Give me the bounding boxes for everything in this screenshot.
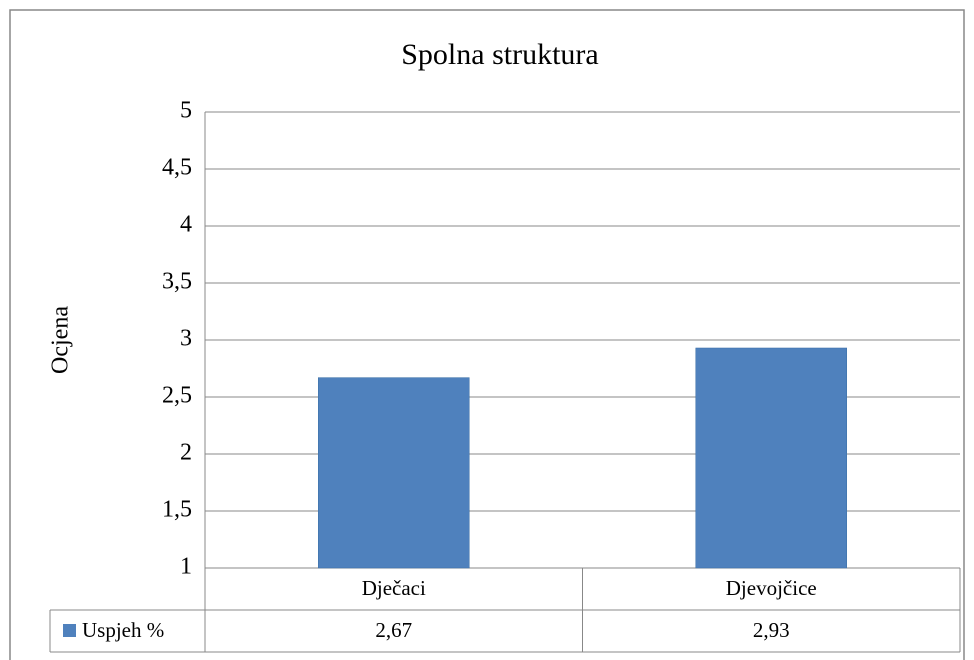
table-value: 2,93 bbox=[753, 618, 790, 642]
y-tick-label: 3,5 bbox=[162, 269, 192, 295]
bar bbox=[318, 377, 470, 569]
y-tick-label: 5 bbox=[180, 98, 192, 124]
y-tick-label: 4 bbox=[180, 212, 192, 238]
bar bbox=[695, 347, 847, 569]
y-tick-label: 1 bbox=[180, 554, 192, 580]
legend-swatch bbox=[63, 624, 76, 637]
y-tick-label: 3 bbox=[180, 326, 192, 352]
y-tick-label: 2 bbox=[180, 440, 192, 466]
y-tick-label: 4,5 bbox=[162, 155, 192, 181]
y-tick-label: 1,5 bbox=[162, 497, 192, 523]
chart-title: Spolna struktura bbox=[401, 38, 598, 71]
table-value: 2,67 bbox=[375, 618, 412, 642]
legend-label: Uspjeh % bbox=[82, 618, 164, 642]
y-tick-label: 2,5 bbox=[162, 383, 192, 409]
x-tick-label: Djevojčice bbox=[726, 576, 817, 600]
x-tick-label: Dječaci bbox=[362, 576, 426, 600]
y-axis-label: Ocjena bbox=[48, 306, 74, 374]
